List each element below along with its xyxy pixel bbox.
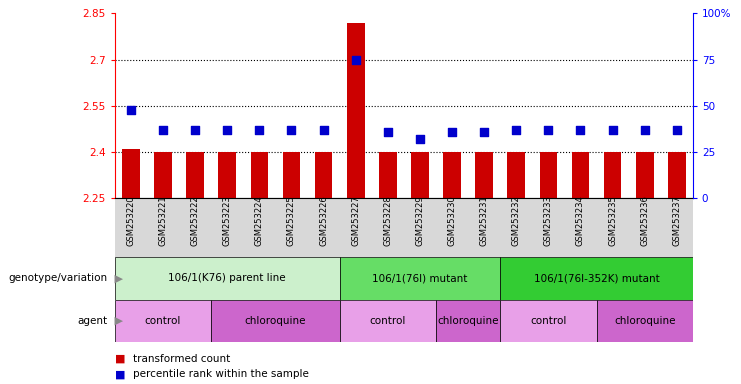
- Bar: [115, 257, 339, 300]
- Text: control: control: [370, 316, 406, 326]
- Point: [318, 127, 330, 133]
- Bar: [315, 152, 333, 198]
- Point: [285, 127, 297, 133]
- Text: control: control: [530, 316, 567, 326]
- Bar: [508, 152, 525, 198]
- Bar: [122, 149, 140, 198]
- Point: [542, 127, 554, 133]
- Bar: [186, 152, 204, 198]
- Point: [125, 107, 137, 113]
- Point: [157, 127, 169, 133]
- Bar: [250, 152, 268, 198]
- Point: [446, 129, 458, 135]
- Point: [414, 136, 426, 142]
- Point: [511, 127, 522, 133]
- Text: transformed count: transformed count: [133, 354, 230, 364]
- Bar: [379, 152, 396, 198]
- Bar: [211, 300, 339, 342]
- Bar: [339, 300, 436, 342]
- Bar: [411, 152, 429, 198]
- Text: genotype/variation: genotype/variation: [8, 273, 107, 283]
- Bar: [597, 300, 693, 342]
- Point: [607, 127, 619, 133]
- Text: agent: agent: [77, 316, 107, 326]
- Text: 106/1(76I-352K) mutant: 106/1(76I-352K) mutant: [534, 273, 659, 283]
- Text: ■: ■: [115, 354, 125, 364]
- Text: ▶: ▶: [111, 273, 123, 283]
- Text: ■: ■: [115, 369, 125, 379]
- Bar: [347, 23, 365, 198]
- Point: [222, 127, 233, 133]
- Bar: [339, 257, 500, 300]
- Point: [639, 127, 651, 133]
- Point: [189, 127, 201, 133]
- Point: [574, 127, 586, 133]
- Bar: [115, 300, 211, 342]
- Text: ▶: ▶: [111, 316, 123, 326]
- Text: chloroquine: chloroquine: [437, 316, 499, 326]
- Bar: [475, 152, 493, 198]
- Point: [671, 127, 682, 133]
- Bar: [636, 152, 654, 198]
- Bar: [539, 152, 557, 198]
- Point: [382, 129, 393, 135]
- Bar: [604, 152, 622, 198]
- Bar: [219, 152, 236, 198]
- Bar: [282, 152, 300, 198]
- Bar: [443, 152, 461, 198]
- Text: control: control: [144, 316, 182, 326]
- Bar: [500, 300, 597, 342]
- Text: 106/1(76I) mutant: 106/1(76I) mutant: [372, 273, 468, 283]
- Point: [253, 127, 265, 133]
- Text: percentile rank within the sample: percentile rank within the sample: [133, 369, 309, 379]
- Bar: [154, 152, 172, 198]
- Bar: [436, 300, 500, 342]
- Point: [350, 56, 362, 63]
- Bar: [668, 152, 685, 198]
- Bar: [571, 152, 589, 198]
- Point: [478, 129, 490, 135]
- Text: chloroquine: chloroquine: [245, 316, 306, 326]
- Text: 106/1(K76) parent line: 106/1(K76) parent line: [168, 273, 286, 283]
- Text: chloroquine: chloroquine: [614, 316, 675, 326]
- Bar: [500, 257, 693, 300]
